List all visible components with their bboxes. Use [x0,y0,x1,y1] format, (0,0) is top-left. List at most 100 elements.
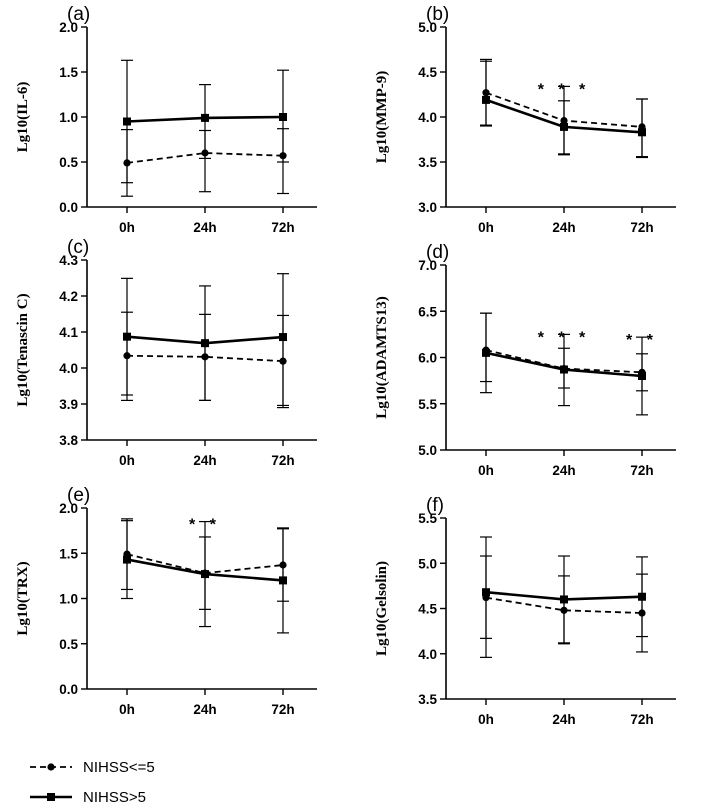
significance-marker: * * * [538,329,591,346]
y-axis-label: Lg10(Tenascin C) [15,293,31,406]
y-tick-label: 7.0 [418,258,437,273]
legend-label: NIHSS>5 [83,789,146,806]
y-axis-label: Lg10(TRX) [15,561,31,635]
y-axis-label: Lg10(IL-6) [15,82,31,153]
y-tick-label: 5.0 [418,556,437,571]
data-point-square [560,365,568,374]
legend-marker-circle [47,763,55,771]
y-tick-label: 1.0 [59,110,78,125]
data-point-square [638,372,646,380]
series-nihss-gt5 [480,312,648,416]
panel-label: (c) [67,237,89,258]
legend-label: NIHSS<=5 [83,759,155,776]
y-tick-label: 4.0 [418,110,437,125]
series-nihss-gt5 [121,520,289,634]
y-tick-label: 5.5 [418,397,437,412]
y-tick-label: 1.5 [59,546,78,561]
y-tick-label: 5.5 [418,511,437,526]
data-point-square [201,339,209,348]
chart-panel-b: 3.0 3.5 4.0 4.5 5.0 0h 24h 72h Lg10(MMP-9) (b) * *… [374,4,676,235]
x-tick-label: 0h [119,702,135,717]
panel-label: (b) [426,4,449,25]
data-point-square [560,122,568,131]
panel-label: (f) [426,495,444,516]
y-tick-label: 5.0 [418,20,437,35]
y-tick-label: 4.2 [59,289,78,304]
series-nihss-gt5 [121,59,289,184]
y-tick-label: 0.5 [59,637,78,652]
y-tick-label: 1.0 [59,592,78,607]
y-tick-label: 6.5 [418,304,437,319]
data-point-square [201,113,209,122]
x-tick-label: 0h [478,712,494,727]
panel-label: (e) [67,485,90,506]
y-axis-label: Lg10(ADAMTS13) [374,296,390,419]
data-point-square [123,332,131,341]
chart-panel-f: 3.5 4.0 4.5 5.0 5.5 0h 24h 72h Lg10(Gelsolin) (f) [374,495,676,727]
x-tick-label: 0h [478,463,494,478]
y-tick-label: 4.0 [59,361,78,376]
y-tick-label: 4.5 [418,65,437,80]
y-tick-label: 3.9 [59,397,78,412]
x-tick-label: 24h [552,712,575,727]
x-tick-label: 72h [271,220,294,235]
x-tick-label: 24h [193,220,216,235]
data-point-square [638,592,646,601]
y-tick-label: 3.0 [418,200,437,215]
y-tick-label: 0.0 [59,682,78,697]
data-point-square [123,117,131,126]
x-tick-label: 0h [119,453,135,468]
panel-label: (a) [67,4,90,25]
y-tick-label: 1.5 [59,65,78,80]
series-line [485,596,643,614]
x-tick-label: 24h [193,702,216,717]
y-tick-label: 3.8 [59,433,78,448]
y-tick-label: 0.0 [59,200,78,215]
y-tick-label: 6.0 [418,351,437,366]
y-tick-label: 4.1 [59,325,78,340]
x-tick-label: 24h [552,220,575,235]
y-tick-label: 3.5 [418,155,437,170]
series-nihss-gt5 [480,536,648,658]
chart-panel-d: 5.0 5.5 6.0 6.5 7.0 0h 24h 72h Lg10(ADAMTS13) (d)… [374,242,676,478]
significance-marker: * * [189,517,221,534]
y-tick-label: 2.0 [59,501,78,516]
data-point-square [279,113,287,121]
x-tick-label: 0h [119,220,135,235]
panel-label: (d) [426,242,449,263]
series-nihss-gt5 [480,58,648,158]
data-point-square [560,595,568,604]
chart-panel-a: 0.0 0.5 1.0 1.5 2.0 0h 24h 72h Lg10(IL-6) (a) [15,4,317,235]
x-tick-label: 0h [478,220,494,235]
y-tick-label: 4.3 [59,253,78,268]
y-tick-label: 2.0 [59,20,78,35]
data-point-square [482,348,490,357]
data-point-square [123,555,131,564]
y-axis-label: Lg10(Gelsolin) [374,561,390,656]
x-tick-label: 24h [552,463,575,478]
x-tick-label: 72h [630,463,653,478]
data-point-square [638,128,646,137]
chart-panel-e: 0.0 0.5 1.0 1.5 2.0 0h 24h 72h Lg10(TRX) (e) * * [15,485,317,717]
x-tick-label: 72h [271,702,294,717]
x-tick-label: 72h [630,712,653,727]
chart-panel-c: 3.8 3.9 4.0 4.1 4.2 4.3 0h 24h 72h Lg10(Tenascin … [15,237,317,468]
x-tick-label: 72h [271,453,294,468]
y-tick-label: 3.5 [418,692,437,707]
significance-marker: * * [626,332,658,349]
y-tick-label: 5.0 [418,443,437,458]
significance-marker: * * * [538,81,591,98]
y-tick-label: 0.5 [59,155,78,170]
x-tick-label: 72h [630,220,653,235]
x-tick-label: 24h [193,453,216,468]
series-line [126,152,284,164]
data-point-square [482,588,490,597]
data-point-square [279,576,287,585]
data-point-square [201,570,209,579]
y-tick-label: 4.5 [418,602,437,617]
series-nihss-gt5 [121,273,289,407]
y-axis-label: Lg10(MMP-9) [374,71,390,163]
y-tick-label: 4.0 [418,647,437,662]
data-point-square [279,333,287,342]
